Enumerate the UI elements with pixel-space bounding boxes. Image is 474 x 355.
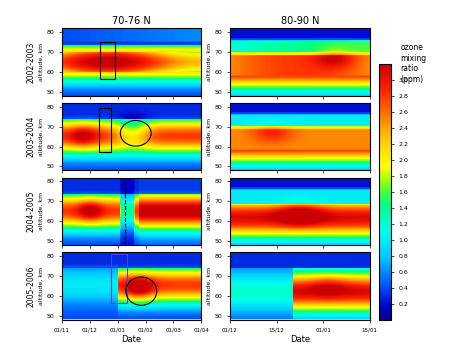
- Y-axis label: altitude, km: altitude, km: [38, 267, 43, 305]
- Y-axis label: altitude, km: altitude, km: [207, 192, 211, 230]
- Y-axis label: altitude, km: altitude, km: [38, 118, 43, 156]
- X-axis label: Date: Date: [290, 335, 310, 344]
- Y-axis label: altitude, km: altitude, km: [207, 43, 211, 81]
- Bar: [100, 108, 110, 152]
- Text: 2005-2006: 2005-2006: [27, 265, 36, 306]
- Text: ozone
mixing
ratio
(ppm): ozone mixing ratio (ppm): [401, 43, 427, 84]
- Y-axis label: altitude, km: altitude, km: [207, 118, 211, 156]
- Title: 80-90 N: 80-90 N: [281, 16, 319, 26]
- Text: 2003-2004: 2003-2004: [27, 116, 36, 157]
- Text: 2004-2005: 2004-2005: [27, 191, 36, 232]
- Y-axis label: altitude, km: altitude, km: [38, 192, 43, 230]
- Bar: [100, 42, 115, 79]
- Title: 70-76 N: 70-76 N: [112, 16, 151, 26]
- Y-axis label: altitude, km: altitude, km: [207, 267, 211, 305]
- Text: 2002-2003: 2002-2003: [27, 42, 36, 83]
- Bar: [110, 254, 128, 302]
- X-axis label: Date: Date: [121, 335, 142, 344]
- Y-axis label: altitude, km: altitude, km: [38, 43, 43, 81]
